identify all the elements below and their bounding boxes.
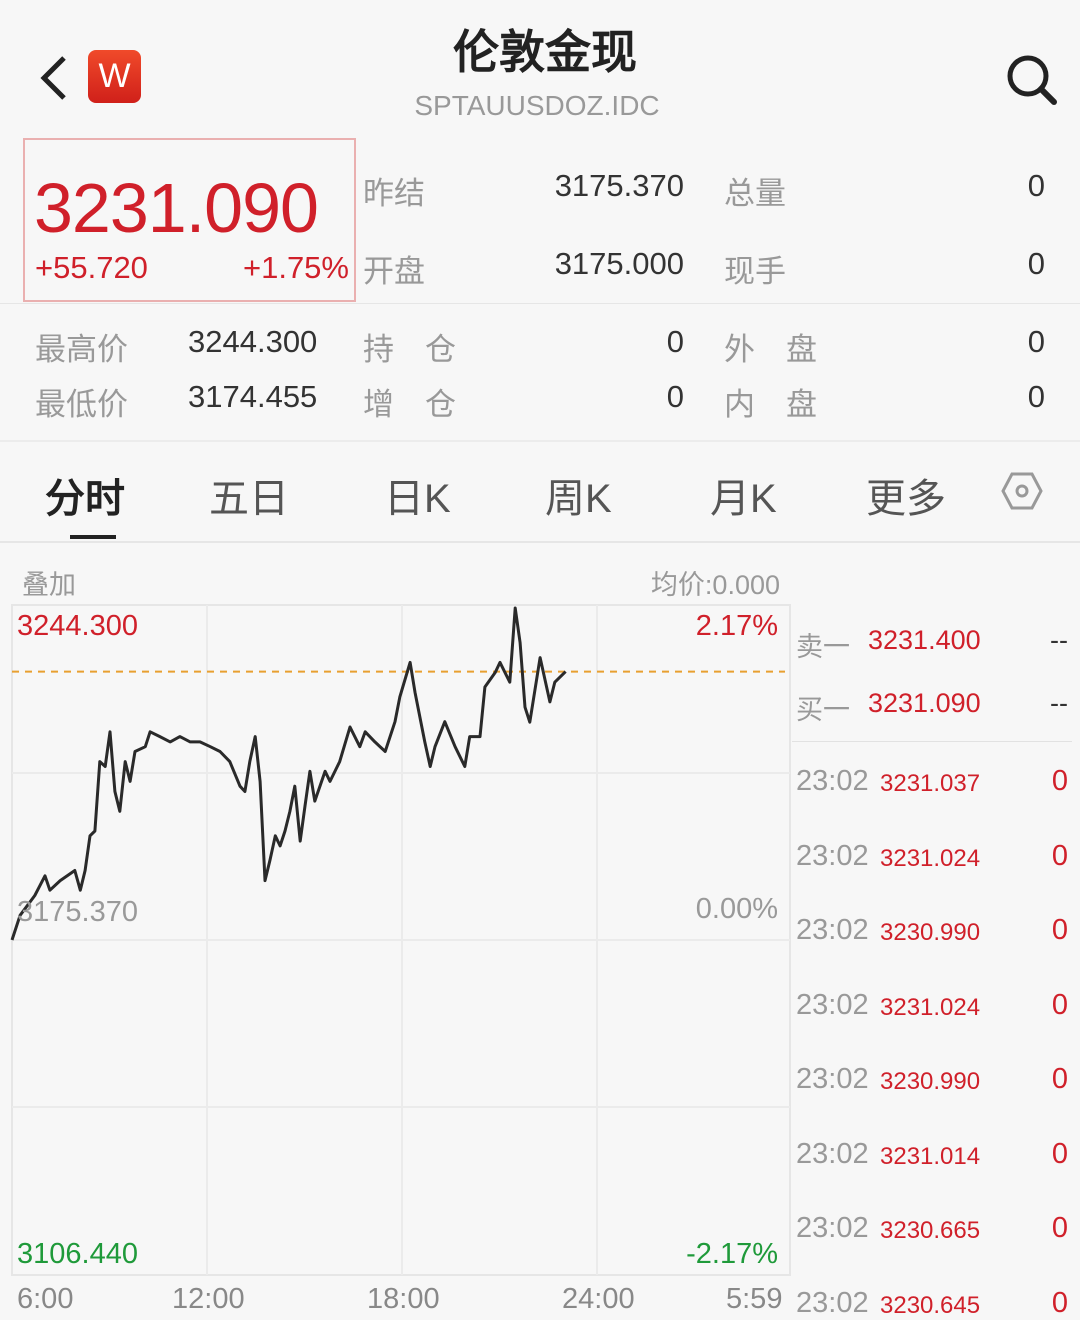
tick-qty: 0 [1051, 1137, 1068, 1170]
tab-five-day[interactable]: 五日 [209, 477, 289, 521]
ask-1-label: 卖一 [796, 632, 850, 662]
tick-time: 23:02 [796, 765, 869, 797]
tick-qty: 0 [1051, 1212, 1068, 1244]
symbol-code: SPTAUUSDOZ.IDC [414, 90, 660, 121]
stat-value: 0 [1027, 168, 1045, 203]
ask-1-qty: -- [1050, 625, 1068, 655]
tab-more[interactable]: 更多 [866, 477, 946, 521]
back-button[interactable] [36, 52, 72, 104]
tick-price: 3230.665 [880, 1217, 981, 1244]
chevron-left-icon [40, 56, 66, 100]
tick-price: 3230.645 [880, 1291, 981, 1319]
stat-label: 现手 [724, 254, 786, 289]
stat-label: 外 盘 [724, 332, 817, 367]
pct-label-top: 2.17% [695, 610, 778, 642]
tick-time: 23:02 [796, 988, 869, 1021]
stat-value: 0 [666, 379, 684, 414]
stat-label: 持 仓 [363, 332, 456, 367]
bid-1-price: 3231.090 [868, 688, 981, 718]
stat-label: 开盘 [363, 254, 425, 289]
bid-1-label: 买一 [796, 695, 850, 725]
tick-qty: 0 [1051, 839, 1068, 872]
stat-value: 3174.455 [188, 379, 318, 414]
search-button[interactable] [1004, 52, 1058, 111]
x-tick-label: 5:59 [726, 1283, 783, 1315]
tab-weekly-k[interactable]: 周K [545, 477, 612, 521]
tick-price: 3231.037 [880, 770, 981, 797]
section-divider [0, 440, 1080, 442]
y-label-bottom: 3106.440 [17, 1238, 138, 1270]
tick-time: 23:02 [796, 1063, 869, 1095]
ask-1-price: 3231.400 [868, 625, 981, 655]
bid-1-qty: -- [1050, 688, 1068, 718]
hexagon-settings-icon [1001, 472, 1043, 510]
intraday-chart[interactable] [0, 600, 795, 1290]
stat-value: 3175.000 [554, 246, 684, 281]
tick-time: 23:02 [796, 1137, 869, 1170]
tick-qty: 0 [1051, 1286, 1068, 1319]
stat-value: 3244.300 [188, 324, 318, 359]
tick-price: 3230.990 [880, 1068, 981, 1095]
active-tab-indicator [70, 535, 116, 539]
price-box [23, 138, 356, 302]
tick-price: 3231.024 [880, 844, 981, 872]
divider [0, 303, 1080, 304]
stat-label: 最高价 [35, 332, 128, 367]
tab-daily-k[interactable]: 日K [384, 477, 451, 521]
stat-label: 增 仓 [363, 387, 456, 422]
last-price: 3231.090 [34, 169, 319, 247]
stat-label: 内 盘 [724, 387, 817, 422]
tick-time: 23:02 [796, 839, 869, 872]
tick-price: 3231.024 [880, 993, 981, 1021]
stat-label: 昨结 [363, 176, 425, 211]
avg-price-label: 均价:0.000 [650, 570, 780, 600]
tick-time: 23:02 [796, 1286, 869, 1319]
stat-value: 0 [666, 324, 684, 359]
price-line [10, 606, 567, 941]
page-title: 伦敦金现 [453, 26, 637, 78]
pct-label-mid: 0.00% [695, 893, 778, 925]
tick-time: 23:02 [796, 914, 869, 946]
tick-qty: 0 [1051, 914, 1068, 946]
price-change: +55.720 [35, 250, 148, 285]
tick-price: 3230.990 [880, 919, 981, 946]
tick-qty: 0 [1051, 1063, 1068, 1095]
tabs-divider [0, 541, 1080, 543]
tick-time: 23:02 [796, 1212, 869, 1244]
tick-qty: 0 [1051, 988, 1068, 1021]
stat-value: 3175.370 [554, 168, 684, 203]
stat-value: 0 [1027, 379, 1045, 414]
search-icon [1007, 55, 1057, 105]
y-label-top: 3244.300 [17, 610, 138, 642]
tab-intraday[interactable]: 分时 [45, 477, 125, 521]
x-tick-label: 12:00 [172, 1283, 245, 1315]
tick-price: 3231.014 [880, 1142, 981, 1170]
app-logo: W [88, 50, 141, 103]
pct-label-bottom: -2.17% [686, 1238, 778, 1270]
tick-qty: 0 [1051, 765, 1068, 797]
x-tick-label: 24:00 [562, 1283, 635, 1315]
stat-label: 总量 [724, 176, 786, 211]
stat-value: 0 [1027, 246, 1045, 281]
x-tick-label: 18:00 [367, 1283, 440, 1315]
y-label-mid: 3175.370 [17, 896, 138, 928]
price-change-pct: +1.75% [242, 250, 349, 285]
order-book-divider [792, 741, 1072, 742]
x-tick-label: 6:00 [17, 1283, 74, 1315]
stat-value: 0 [1027, 324, 1045, 359]
settings-button[interactable] [1001, 470, 1043, 517]
overlay-button[interactable]: 叠加 [22, 570, 76, 600]
tab-monthly-k[interactable]: 月K [710, 477, 777, 521]
stat-label: 最低价 [35, 387, 128, 422]
